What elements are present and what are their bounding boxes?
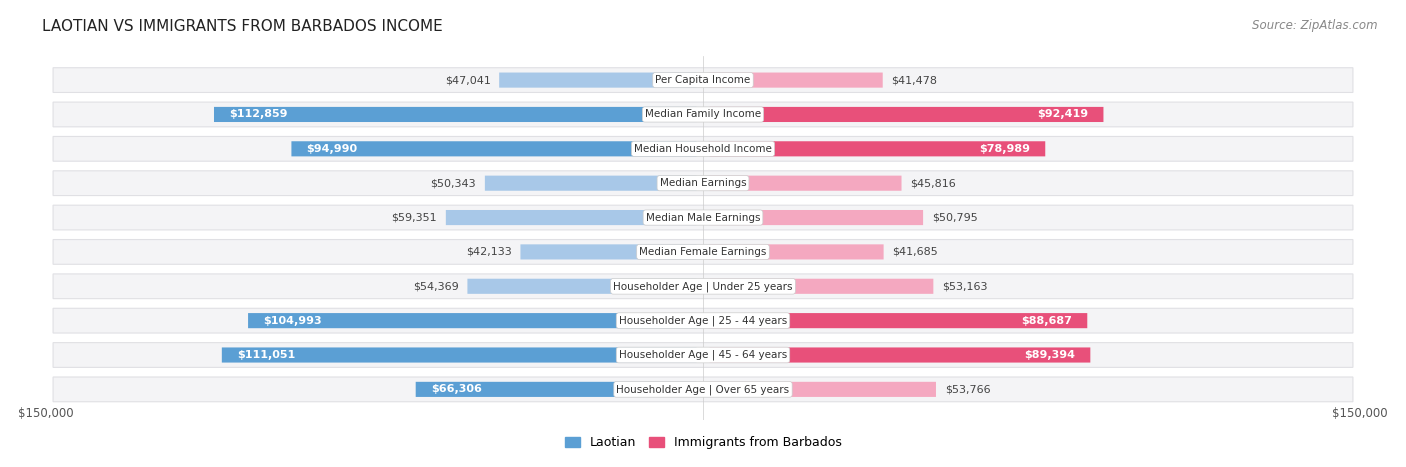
Text: $150,000: $150,000 <box>18 407 73 420</box>
FancyBboxPatch shape <box>291 141 696 156</box>
Text: $104,993: $104,993 <box>263 316 322 325</box>
Text: Median Earnings: Median Earnings <box>659 178 747 188</box>
FancyBboxPatch shape <box>467 279 696 294</box>
FancyBboxPatch shape <box>446 210 696 225</box>
Text: $78,989: $78,989 <box>979 144 1031 154</box>
Text: $89,394: $89,394 <box>1024 350 1076 360</box>
FancyBboxPatch shape <box>499 72 696 88</box>
Text: $47,041: $47,041 <box>444 75 491 85</box>
FancyBboxPatch shape <box>53 308 1353 333</box>
FancyBboxPatch shape <box>710 210 924 225</box>
FancyBboxPatch shape <box>710 382 936 397</box>
Text: $42,133: $42,133 <box>465 247 512 257</box>
Text: LAOTIAN VS IMMIGRANTS FROM BARBADOS INCOME: LAOTIAN VS IMMIGRANTS FROM BARBADOS INCO… <box>42 19 443 34</box>
FancyBboxPatch shape <box>53 68 1353 92</box>
FancyBboxPatch shape <box>53 274 1353 299</box>
Text: Householder Age | Over 65 years: Householder Age | Over 65 years <box>616 384 790 395</box>
Text: Median Family Income: Median Family Income <box>645 109 761 120</box>
FancyBboxPatch shape <box>710 279 934 294</box>
Text: Householder Age | Under 25 years: Householder Age | Under 25 years <box>613 281 793 291</box>
FancyBboxPatch shape <box>53 240 1353 264</box>
FancyBboxPatch shape <box>247 313 696 328</box>
FancyBboxPatch shape <box>222 347 696 362</box>
FancyBboxPatch shape <box>710 347 1090 362</box>
FancyBboxPatch shape <box>53 171 1353 196</box>
Text: $112,859: $112,859 <box>229 109 288 120</box>
Text: $92,419: $92,419 <box>1038 109 1088 120</box>
Text: $111,051: $111,051 <box>238 350 295 360</box>
FancyBboxPatch shape <box>53 102 1353 127</box>
FancyBboxPatch shape <box>53 377 1353 402</box>
FancyBboxPatch shape <box>214 107 696 122</box>
Text: $94,990: $94,990 <box>307 144 357 154</box>
FancyBboxPatch shape <box>53 205 1353 230</box>
Text: Householder Age | 45 - 64 years: Householder Age | 45 - 64 years <box>619 350 787 360</box>
Text: $53,766: $53,766 <box>945 384 990 394</box>
Text: $88,687: $88,687 <box>1021 316 1073 325</box>
FancyBboxPatch shape <box>53 343 1353 368</box>
FancyBboxPatch shape <box>710 141 1045 156</box>
FancyBboxPatch shape <box>520 244 696 260</box>
Text: Householder Age | 25 - 44 years: Householder Age | 25 - 44 years <box>619 315 787 326</box>
FancyBboxPatch shape <box>416 382 696 397</box>
Text: $150,000: $150,000 <box>1333 407 1388 420</box>
Text: Source: ZipAtlas.com: Source: ZipAtlas.com <box>1253 19 1378 32</box>
Text: $41,478: $41,478 <box>891 75 938 85</box>
Text: $54,369: $54,369 <box>413 281 458 291</box>
Text: Median Female Earnings: Median Female Earnings <box>640 247 766 257</box>
Text: $50,343: $50,343 <box>430 178 477 188</box>
FancyBboxPatch shape <box>710 244 883 260</box>
FancyBboxPatch shape <box>53 136 1353 161</box>
Legend: Laotian, Immigrants from Barbados: Laotian, Immigrants from Barbados <box>560 431 846 454</box>
Text: $41,685: $41,685 <box>893 247 938 257</box>
FancyBboxPatch shape <box>710 107 1104 122</box>
FancyBboxPatch shape <box>485 176 696 191</box>
Text: Median Household Income: Median Household Income <box>634 144 772 154</box>
FancyBboxPatch shape <box>710 313 1087 328</box>
Text: Per Capita Income: Per Capita Income <box>655 75 751 85</box>
Text: $66,306: $66,306 <box>430 384 482 394</box>
Text: $53,163: $53,163 <box>942 281 987 291</box>
Text: $50,795: $50,795 <box>932 212 977 223</box>
FancyBboxPatch shape <box>710 72 883 88</box>
Text: $59,351: $59,351 <box>391 212 437 223</box>
Text: $45,816: $45,816 <box>910 178 956 188</box>
FancyBboxPatch shape <box>710 176 901 191</box>
Text: Median Male Earnings: Median Male Earnings <box>645 212 761 223</box>
